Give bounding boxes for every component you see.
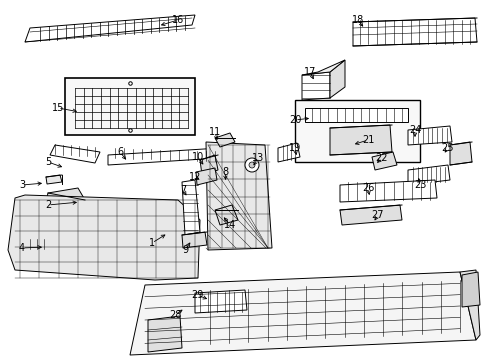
Text: 5: 5 bbox=[45, 157, 51, 167]
Text: 20: 20 bbox=[288, 115, 301, 125]
Polygon shape bbox=[22, 238, 52, 250]
Polygon shape bbox=[215, 205, 238, 225]
Polygon shape bbox=[182, 232, 206, 248]
Text: 17: 17 bbox=[303, 67, 316, 77]
Polygon shape bbox=[305, 108, 407, 122]
Polygon shape bbox=[461, 272, 479, 307]
Polygon shape bbox=[8, 195, 200, 280]
Polygon shape bbox=[195, 290, 246, 313]
Polygon shape bbox=[130, 272, 475, 355]
Circle shape bbox=[248, 162, 254, 168]
Polygon shape bbox=[449, 142, 471, 165]
Text: 9: 9 bbox=[182, 245, 188, 255]
Polygon shape bbox=[46, 175, 62, 184]
Text: 7: 7 bbox=[180, 185, 186, 195]
Text: 13: 13 bbox=[251, 153, 264, 163]
Polygon shape bbox=[339, 205, 401, 225]
Text: 22: 22 bbox=[375, 153, 387, 163]
Text: 11: 11 bbox=[208, 127, 221, 137]
Text: 4: 4 bbox=[19, 243, 25, 253]
Bar bbox=[65, 78, 195, 135]
Polygon shape bbox=[339, 180, 436, 202]
Polygon shape bbox=[215, 133, 235, 147]
Text: 19: 19 bbox=[288, 143, 301, 153]
Text: 10: 10 bbox=[191, 152, 203, 162]
Text: 21: 21 bbox=[361, 135, 373, 145]
Polygon shape bbox=[278, 143, 299, 162]
Polygon shape bbox=[302, 72, 329, 100]
Polygon shape bbox=[407, 126, 451, 145]
Text: 16: 16 bbox=[171, 15, 184, 25]
Polygon shape bbox=[25, 15, 195, 42]
Polygon shape bbox=[329, 125, 391, 155]
Text: 12: 12 bbox=[188, 172, 201, 182]
Text: 8: 8 bbox=[222, 167, 227, 177]
Polygon shape bbox=[148, 316, 182, 352]
Polygon shape bbox=[200, 155, 218, 175]
Text: 2: 2 bbox=[45, 200, 51, 210]
Polygon shape bbox=[302, 60, 345, 75]
Polygon shape bbox=[196, 168, 217, 185]
Text: 15: 15 bbox=[52, 103, 64, 113]
Text: 27: 27 bbox=[371, 210, 384, 220]
Text: 6: 6 bbox=[117, 147, 123, 157]
Text: 18: 18 bbox=[351, 15, 364, 25]
Polygon shape bbox=[459, 270, 479, 340]
Polygon shape bbox=[182, 180, 200, 235]
Polygon shape bbox=[371, 152, 396, 170]
Text: 24: 24 bbox=[408, 125, 420, 135]
Text: 28: 28 bbox=[168, 310, 181, 320]
Circle shape bbox=[244, 158, 259, 172]
Text: 23: 23 bbox=[413, 180, 426, 190]
Text: 26: 26 bbox=[361, 183, 373, 193]
Polygon shape bbox=[407, 165, 449, 185]
Text: 14: 14 bbox=[224, 220, 236, 230]
Polygon shape bbox=[352, 18, 476, 46]
Text: 29: 29 bbox=[190, 290, 203, 300]
Bar bbox=[294, 100, 419, 162]
Polygon shape bbox=[45, 188, 85, 208]
Text: 1: 1 bbox=[149, 238, 155, 248]
Polygon shape bbox=[329, 60, 345, 98]
Polygon shape bbox=[50, 145, 100, 163]
Polygon shape bbox=[108, 148, 220, 165]
Text: 25: 25 bbox=[441, 143, 453, 153]
Polygon shape bbox=[205, 142, 271, 250]
Text: 3: 3 bbox=[19, 180, 25, 190]
